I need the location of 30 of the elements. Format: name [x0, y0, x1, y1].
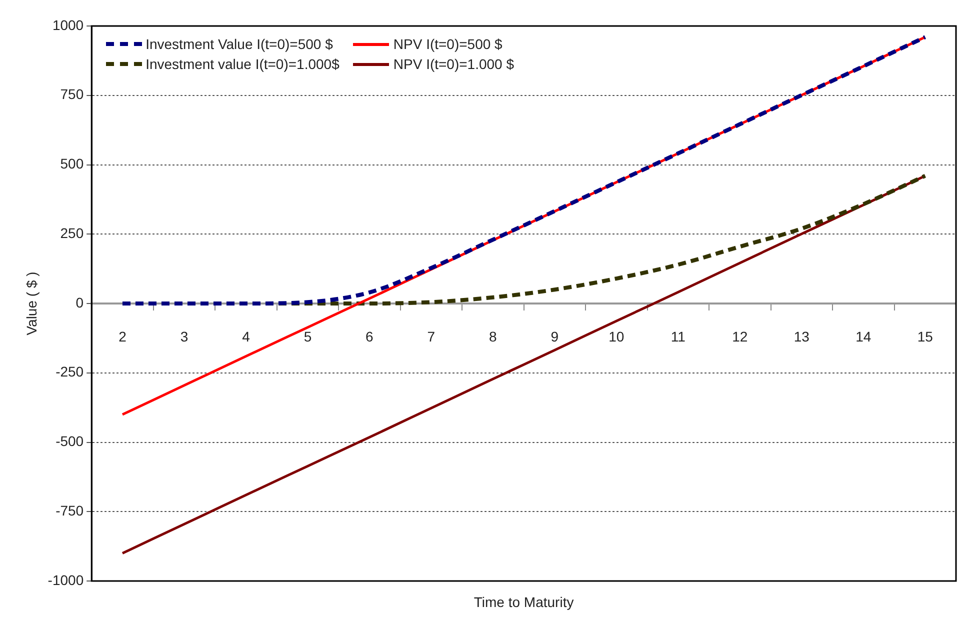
x-tick-label: 3: [180, 328, 188, 344]
line-series: [120, 35, 928, 306]
x-tick-label: 8: [489, 328, 498, 344]
y-tick-label: -750: [56, 502, 84, 518]
y-tick-label: 750: [60, 86, 84, 102]
legend-label: NPV I(t=0)=1.000 $: [393, 56, 514, 72]
x-tick-label: 7: [427, 328, 436, 344]
y-tick-label: 250: [60, 224, 84, 241]
legend-label: Investment Value I(t=0)=500 $: [146, 36, 333, 52]
y-tick-label: -1000: [48, 572, 84, 588]
x-axis-title: Time to Maturity: [474, 594, 574, 610]
x-tick-label: 13: [794, 328, 810, 344]
x-tick-label: 10: [608, 328, 624, 344]
legend-label: NPV I(t=0)=500 $: [393, 36, 502, 52]
y-tick-label: -250: [56, 364, 84, 380]
x-tick-label: 2: [118, 328, 127, 344]
x-tick-label: 4: [242, 328, 250, 344]
y-axis-title: Value ( $ ): [23, 272, 40, 336]
y-tick-label: 500: [60, 156, 84, 172]
x-tick-label: 12: [732, 328, 748, 344]
x-tick-label: 11: [670, 328, 686, 344]
x-tick-label: 14: [856, 328, 872, 344]
y-tick-label: -500: [56, 433, 84, 450]
x-tick-label: 6: [366, 328, 374, 344]
legend-label: Investment value I(t=0)=1.000$: [146, 56, 340, 72]
y-tick-label: 1000: [52, 16, 84, 33]
x-tick-label: 15: [917, 328, 934, 344]
y-tick-label: 0: [76, 294, 84, 310]
x-tick-label: 9: [550, 328, 559, 344]
x-tick-label: 5: [304, 328, 312, 344]
